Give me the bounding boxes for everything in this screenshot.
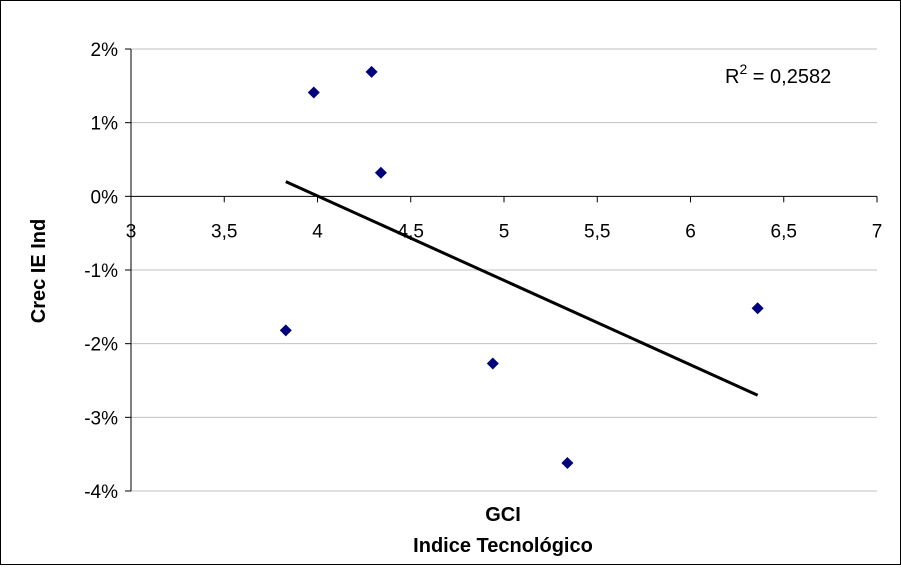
y-tick-label: -3% — [84, 408, 118, 429]
x-tick-label: 6 — [685, 221, 696, 242]
trendline-layer — [285, 180, 759, 397]
data-point-diamond — [486, 357, 499, 370]
x-tick-label: 3 — [126, 221, 137, 242]
x-axis-title-line1: GCI — [485, 504, 521, 526]
data-point-diamond — [561, 457, 574, 470]
x-tick-label: 4,5 — [398, 221, 424, 242]
x-tick-label: 4 — [312, 221, 323, 242]
data-points — [279, 65, 764, 470]
x-tick-label: 5,5 — [584, 221, 610, 242]
x-tick-label: 6,5 — [771, 221, 797, 242]
linear-trendline — [285, 180, 759, 397]
data-point-diamond — [307, 86, 320, 99]
x-tick-label: 3,5 — [211, 221, 237, 242]
x-tick-label: 5 — [499, 221, 510, 242]
data-point-diamond — [365, 65, 378, 78]
data-point-diamond — [279, 324, 292, 337]
r-squared-label: R2 = 0,2582 — [725, 61, 831, 88]
x-tick-label: 7 — [872, 221, 883, 242]
y-tick-label: 0% — [91, 187, 119, 208]
y-tick-label: 2% — [91, 40, 119, 61]
data-point-diamond — [751, 302, 764, 315]
y-tick-label: -1% — [84, 261, 118, 282]
y-tick-label: -4% — [84, 482, 118, 503]
y-tick-label: -2% — [84, 335, 118, 356]
y-axis-title: Crec IE Ind — [28, 219, 50, 323]
axes — [125, 48, 878, 492]
gridlines — [131, 48, 877, 492]
y-tick-label: 1% — [91, 114, 119, 135]
tick-labels: 2% 1% 0% -1% -2% -3% -4% 3 3,5 4 4,5 5 5,5 6 6,5 7 — [84, 40, 882, 503]
data-point-diamond — [374, 166, 387, 179]
x-axis-title-line2: Indice Tecnológico — [413, 535, 593, 557]
